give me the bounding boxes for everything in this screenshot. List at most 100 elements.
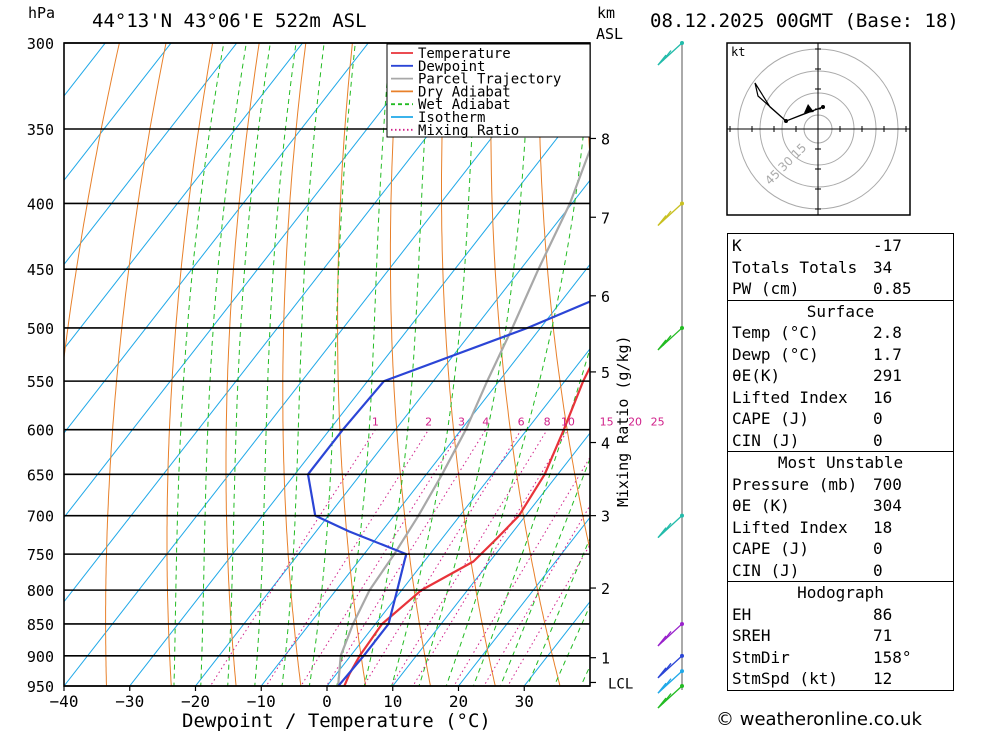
isotherm-line <box>64 43 172 182</box>
row-label: CAPE (J) <box>732 409 810 428</box>
table-row: Dewp (°C) 1.7 <box>732 344 953 366</box>
location-title: 44°13'N 43°06'E 522m ASL <box>92 10 367 32</box>
km-tick-label: 8 <box>601 130 610 148</box>
wind-barb-icon <box>657 41 684 66</box>
mixing-ratio-tick-label: 2 <box>425 416 432 429</box>
wet-adiabat-line <box>553 604 590 686</box>
row-value: 0.85 <box>873 279 912 298</box>
km-tick-label: 2 <box>601 580 610 598</box>
wind-barb-icon <box>657 684 684 709</box>
row-value: 0 <box>873 539 883 558</box>
wind-barb-icon <box>657 669 684 694</box>
wind-barb-icon <box>657 201 684 226</box>
row-label: StmDir <box>732 647 790 667</box>
legend-entry: Wet Adiabat <box>418 97 511 113</box>
temp-tick-label: 30 <box>515 692 534 711</box>
temp-tick-label: 20 <box>449 692 468 711</box>
row-value: 0 <box>873 430 883 450</box>
table-row: CAPE (J) 0 <box>732 538 953 560</box>
row-value: 18 <box>873 517 893 537</box>
isotherm-line <box>326 348 590 686</box>
legend-entry: Isotherm <box>418 110 485 126</box>
wet-adiabat-line <box>336 43 391 686</box>
row-value: 1.7 <box>873 344 902 364</box>
pressure-tick-label: 350 <box>27 121 54 139</box>
table-row: Lifted Index 16 <box>732 387 953 409</box>
wet-adiabat-line <box>173 43 225 686</box>
isotherm-line <box>64 43 106 97</box>
temp-tick-label: 10 <box>383 692 402 711</box>
dry-adiabat-line <box>389 43 432 686</box>
mixing-ratio-tick-label: 25 <box>651 416 665 429</box>
surface-section: Surface Temp (°C) 2.8 Dewp (°C) 1.7 θE(K) 291… <box>728 299 953 452</box>
dry-adiabat-line <box>166 43 214 686</box>
isotherm-line <box>64 43 238 266</box>
indices-table: K -17 Totals Totals 34 PW (cm) 0.85 Surface T… <box>727 233 954 691</box>
row-label: CIN (J) <box>732 430 800 450</box>
row-label: Totals Totals <box>732 257 858 277</box>
row-label: Temp (°C) <box>732 323 819 342</box>
mixing-ratio-line <box>300 429 463 686</box>
wind-barb-icon <box>657 653 684 679</box>
dry-adiabat-line <box>984 0 1000 715</box>
row-label: EH <box>732 604 752 624</box>
temp-tick-label: −30 <box>115 692 144 711</box>
pressure-tick-label: 550 <box>27 373 54 391</box>
hodograph-table-section: Hodograph EH 86 SREH 71 StmDir 158° StmSpd (kt… <box>728 581 953 690</box>
pressure-tick-label: 400 <box>27 195 54 213</box>
km-tick-label: 5 <box>601 364 610 382</box>
wet-adiabat-line <box>526 537 590 686</box>
row-label: SREH <box>732 626 771 645</box>
pressure-tick-label: 900 <box>27 648 54 666</box>
km-tick-label: 6 <box>601 288 610 306</box>
row-value: 291 <box>873 366 902 385</box>
temperature-line <box>343 364 590 686</box>
indices-section: K -17 Totals Totals 34 PW (cm) 0.85 <box>728 234 953 300</box>
datetime-title: 08.12.2025 00GMT (Base: 18) <box>650 10 959 32</box>
mixing-ratio-line <box>325 429 487 686</box>
table-row: θE (K) 304 <box>732 495 953 517</box>
row-label: PW (cm) <box>732 279 800 298</box>
temp-tick-label: −20 <box>181 692 210 711</box>
dry-adiabat-line <box>337 43 367 686</box>
hodograph-table-title: Hodograph <box>797 583 884 602</box>
legend-box <box>386 43 591 138</box>
dry-adiabat-line <box>282 43 307 686</box>
legend-entry: Dewpoint <box>418 59 485 75</box>
mixing-ratio-line <box>483 504 590 686</box>
pressure-tick-label: 450 <box>27 261 54 279</box>
row-label: Lifted Index <box>732 517 848 537</box>
wet-adiabat-line <box>308 43 356 686</box>
table-row: Pressure (mb) 700 <box>732 474 953 496</box>
wet-adiabat-line <box>227 43 271 686</box>
table-row: PW (cm) 0.85 <box>732 278 953 300</box>
legend-entry: Dry Adiabat <box>418 84 511 100</box>
most-unstable-section: Most Unstable Pressure (mb) 700 θE (K) 304 L… <box>728 451 953 581</box>
legend-entry: Parcel Trajectory <box>418 72 561 88</box>
row-value: 34 <box>873 257 893 277</box>
wind-barb-icon <box>657 621 684 647</box>
table-row: StmSpd (kt) 12 <box>732 668 953 690</box>
row-value: 700 <box>873 474 902 494</box>
mixing-ratio-line <box>209 429 376 686</box>
temp-tick-label: 0 <box>322 692 332 711</box>
table-row: Lifted Index 18 <box>732 517 953 539</box>
table-row: CIN (J) 0 <box>732 560 953 582</box>
mixing-ratio-tick-label: 1 <box>372 416 379 429</box>
mixing-ratio-line <box>453 456 590 686</box>
wet-adiabat-line <box>418 43 531 686</box>
mixing-ratio-line <box>363 429 522 686</box>
copyright-footer[interactable]: © weatheronline.co.uk <box>716 709 922 730</box>
dry-adiabat-line <box>441 43 496 686</box>
pressure-tick-label: 500 <box>27 320 54 338</box>
row-label: Dewp (°C) <box>732 344 819 364</box>
mixing-ratio-tick-label: 3 <box>458 416 465 429</box>
pressure-tick-label: 650 <box>27 466 54 484</box>
table-row: SREH 71 <box>732 625 953 647</box>
pressure-tick-label: 950 <box>27 678 54 696</box>
row-label: StmSpd (kt) <box>732 669 838 688</box>
wind-barb-icon <box>657 325 684 351</box>
table-row: CAPE (J) 0 <box>732 408 953 430</box>
pressure-tick-label: 300 <box>27 35 54 53</box>
pressure-tick-label: 850 <box>27 616 54 634</box>
